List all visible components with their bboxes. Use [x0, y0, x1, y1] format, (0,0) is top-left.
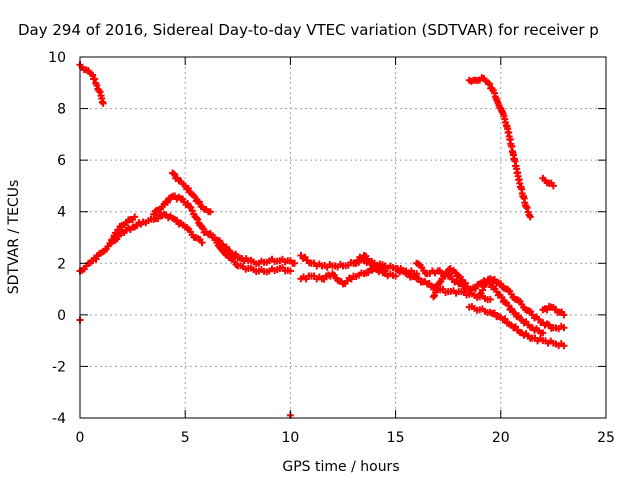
data-point [392, 272, 400, 280]
data-point [549, 182, 557, 190]
data-point [170, 170, 178, 178]
data-point [195, 198, 203, 206]
data-point [381, 267, 389, 275]
y-tick-label: 8 [57, 102, 66, 118]
data-point [194, 215, 202, 223]
data-point [522, 203, 530, 211]
data-point [436, 279, 444, 287]
chart-title: Day 294 of 2016, Sidereal Day-to-day VTE… [18, 21, 599, 39]
data-point [184, 184, 192, 192]
data-point [490, 275, 498, 283]
y-tick-label: 2 [57, 256, 66, 272]
data-point [286, 267, 294, 275]
data-point [560, 311, 568, 319]
data-point [512, 323, 520, 331]
x-tick-label: 25 [597, 430, 615, 446]
data-point [354, 257, 362, 265]
data-point [109, 235, 117, 243]
x-tick-label: 20 [492, 430, 510, 446]
data-point [451, 269, 459, 277]
data-point [463, 282, 471, 290]
x-tick-label: 15 [387, 430, 405, 446]
plot-border [79, 56, 607, 419]
data-point [199, 225, 207, 233]
data-point [91, 75, 99, 83]
data-point [441, 272, 449, 280]
data-point [485, 80, 493, 88]
data-point [490, 309, 498, 317]
y-tick-label: 6 [57, 153, 66, 169]
x-tick-label: 10 [281, 430, 299, 446]
y-tick-label: 0 [57, 308, 66, 324]
y-tick-label: -4 [52, 411, 66, 427]
data-point [560, 342, 568, 350]
data-point [222, 243, 230, 251]
data-point [113, 229, 121, 237]
data-point [99, 99, 107, 107]
data-point [486, 295, 494, 303]
data-point [206, 229, 214, 237]
data-point [539, 329, 547, 337]
data-point [498, 293, 506, 301]
data-point [164, 198, 172, 206]
data-point [96, 88, 104, 96]
y-tick-label: -2 [52, 359, 66, 375]
data-point [131, 213, 139, 221]
data-point [560, 324, 568, 332]
grid [80, 57, 606, 418]
y-tick-label: 10 [48, 50, 66, 66]
data-point [291, 259, 299, 267]
data-point [472, 285, 480, 293]
data-point [173, 216, 181, 224]
x-tick-label: 0 [76, 430, 85, 446]
data-point [415, 274, 423, 282]
data-point [92, 255, 100, 263]
data-point [89, 71, 97, 79]
y-axis-label: SDTVAR / TECUs [6, 180, 22, 295]
data-point [523, 204, 531, 212]
y-tick-label: 4 [57, 205, 66, 221]
data-point [526, 213, 534, 221]
data-point [154, 215, 162, 223]
data-point [504, 302, 512, 310]
data-point [93, 81, 101, 89]
data-point [404, 269, 412, 277]
data-point [486, 278, 494, 286]
data-series [76, 61, 568, 419]
data-point [198, 239, 206, 247]
data-point [191, 193, 199, 201]
x-tick-label: 5 [181, 430, 190, 446]
data-point [484, 79, 492, 87]
data-point [501, 315, 509, 323]
data-point [206, 208, 214, 216]
ticks: 0 5 10 15 20 25 -4 -2 0 2 4 6 8 10 [48, 50, 615, 446]
x-axis-label: GPS time / hours [282, 459, 399, 475]
